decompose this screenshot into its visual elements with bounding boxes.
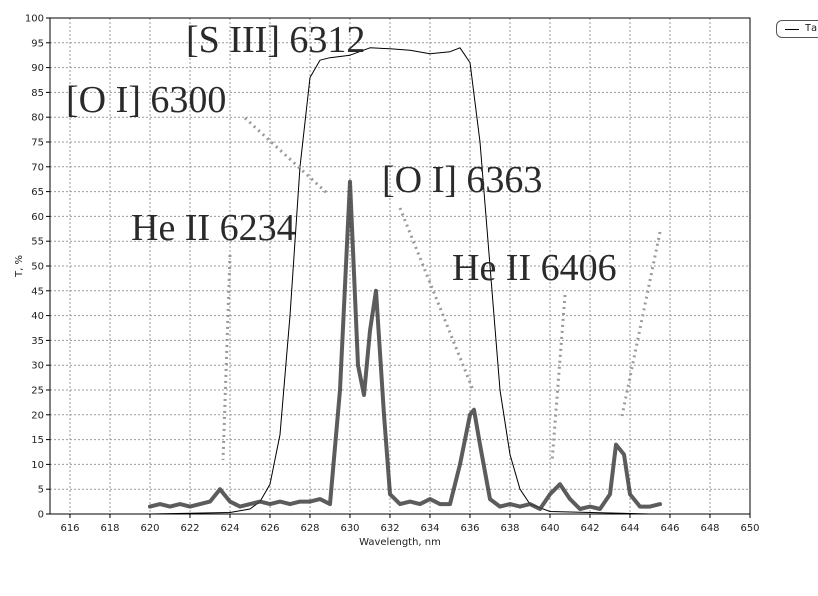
x-tick-label: 638 — [500, 523, 519, 534]
x-tick-label: 630 — [340, 523, 359, 534]
x-tick-label: 646 — [660, 523, 679, 534]
x-tick-label: 632 — [380, 523, 399, 534]
series-line-emission-spectrum — [148, 179, 662, 511]
y-tick-label: 85 — [31, 88, 44, 99]
annotation-oi-6363: [O I] 6363 — [382, 159, 542, 201]
annotation-he-ii-6234: He II 6234 — [131, 207, 296, 249]
y-tick-label: 55 — [31, 237, 44, 248]
x-tick-label: 636 — [460, 523, 479, 534]
x-tick-label: 618 — [100, 523, 119, 534]
annotation-pointer-he-ii-6234 — [221, 254, 232, 461]
x-tick-label: 616 — [60, 523, 79, 534]
series-layer — [49, 47, 751, 515]
annotation-siii-6312: [S III] 6312 — [186, 19, 365, 61]
y-tick-label: 30 — [31, 361, 44, 372]
y-tick-label: 20 — [31, 410, 44, 421]
x-tick-label: 624 — [220, 523, 239, 534]
y-axis-title: T, % — [14, 255, 25, 278]
y-tick-label: 25 — [31, 386, 44, 397]
x-tick-label: 620 — [140, 523, 159, 534]
y-tick-label: 15 — [31, 435, 44, 446]
annotation-pointer-oi-6300 — [243, 116, 330, 196]
legend-label-ta: Ta — [805, 23, 818, 34]
y-tick-label: 40 — [31, 311, 44, 322]
y-tick-label: 70 — [31, 162, 44, 173]
y-tick-label: 45 — [31, 286, 44, 297]
x-tick-label: 644 — [620, 523, 639, 534]
annotation-he-ii-6406: He II 6406 — [452, 247, 617, 289]
legend: Ta — [776, 20, 818, 38]
series-line-ta — [49, 47, 751, 515]
annotation-pointer-oi-6363 — [398, 207, 475, 391]
annotation-pointer-he-ii-6406-left — [550, 294, 567, 463]
annotation-pointer-he-ii-6406-right — [620, 231, 662, 417]
y-tick-label: 5 — [38, 485, 44, 496]
y-tick-label: 90 — [31, 63, 44, 74]
y-tick-label: 35 — [31, 336, 44, 347]
y-tick-label: 80 — [31, 113, 44, 124]
annotation-layer: [S III] 6312 [O I] 6300 [O I] 6363 He II… — [66, 19, 662, 463]
x-tick-label: 648 — [700, 523, 719, 534]
x-tick-label: 626 — [260, 523, 279, 534]
tick-labels: 616 618 620 622 624 626 628 630 632 634 636 638 640 6… — [25, 14, 760, 535]
x-axis-title: Wavelength, nm — [359, 537, 441, 548]
y-tick-label: 10 — [31, 460, 44, 471]
annotation-oi-6300: [O I] 6300 — [66, 79, 226, 121]
x-tick-label: 628 — [300, 523, 319, 534]
legend-swatch-ta — [785, 29, 799, 30]
y-tick-label: 75 — [31, 138, 44, 149]
y-tick-label: 65 — [31, 187, 44, 198]
y-tick-label: 100 — [25, 14, 44, 25]
x-tick-label: 622 — [180, 523, 199, 534]
x-tick-label: 650 — [740, 523, 759, 534]
y-tick-label: 60 — [31, 212, 44, 223]
x-tick-label: 640 — [540, 523, 559, 534]
x-tick-label: 634 — [420, 523, 439, 534]
y-tick-label: 50 — [31, 262, 44, 273]
y-tick-label: 95 — [31, 38, 44, 49]
y-tick-label: 0 — [38, 510, 44, 521]
x-tick-label: 642 — [580, 523, 599, 534]
